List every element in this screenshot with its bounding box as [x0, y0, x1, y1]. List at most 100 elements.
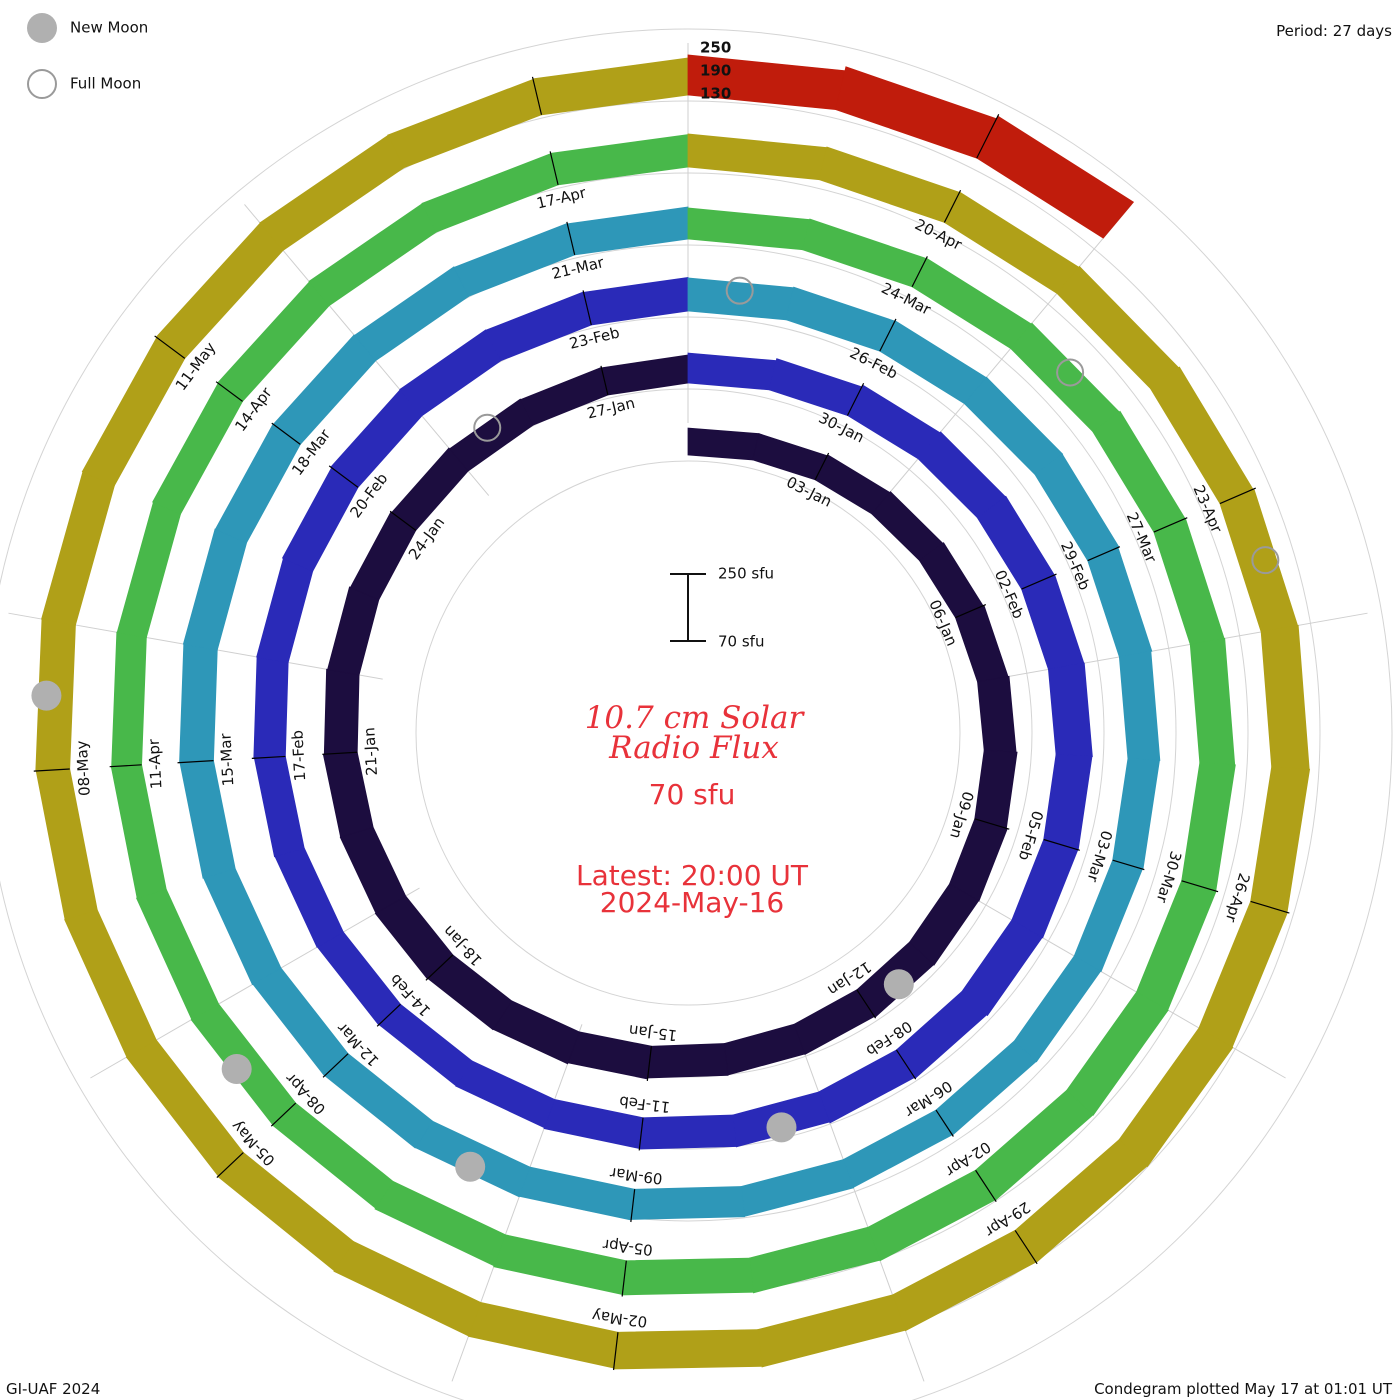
flux-day-segment — [977, 675, 1017, 753]
flux-day-segment — [1181, 762, 1236, 892]
flux-day-segment — [1189, 637, 1236, 766]
flux-day-segment — [583, 276, 689, 326]
day-tick — [976, 114, 1000, 159]
flux-day-segment — [353, 266, 470, 362]
chart-title-line1: 10.7 cm Solar — [585, 700, 806, 736]
chart-title-line2: Radio Flux — [608, 730, 779, 766]
flux-day-segment — [687, 352, 777, 391]
flux-day-segment — [1087, 546, 1153, 658]
flux-day-segment — [842, 1109, 953, 1189]
flux-day-segment — [256, 557, 314, 663]
flux-day-segment — [740, 1159, 855, 1217]
flux-day-segment — [1013, 955, 1102, 1063]
flux-day-segment — [41, 471, 115, 626]
flux-day-segment — [179, 643, 218, 764]
flux-day-segment — [871, 491, 944, 562]
flux-day-segment — [687, 207, 811, 251]
flux-day-segment — [387, 78, 542, 169]
new-moon-marker — [883, 969, 914, 1000]
day-tick — [1112, 859, 1145, 871]
flux-day-segment — [835, 66, 998, 159]
day-tick — [943, 189, 962, 223]
new-moon-marker — [766, 1112, 797, 1143]
new-moon-marker — [221, 1054, 252, 1085]
day-tick — [322, 1053, 349, 1078]
day-tick — [621, 1260, 627, 1297]
flux-day-segment — [768, 358, 863, 416]
day-tick — [531, 76, 543, 115]
day-tick — [154, 335, 186, 359]
flux-day-segment — [647, 1043, 729, 1079]
day-tick — [600, 365, 609, 396]
flux-day-segment — [135, 888, 220, 1021]
flux-day-segment — [613, 1329, 763, 1370]
day-tick — [270, 1102, 297, 1127]
flux-day-segment — [81, 336, 186, 487]
full-moon-marker — [1056, 358, 1085, 387]
day-tick — [322, 751, 358, 755]
flux-day-segment — [111, 631, 147, 767]
guide-circle — [415, 460, 961, 1006]
flux-day-segment — [274, 847, 344, 948]
day-tick — [1219, 487, 1257, 505]
flux-day-segment — [324, 1053, 434, 1149]
flux-day-segment — [955, 604, 1009, 683]
day-tick — [975, 1169, 997, 1202]
flux-day-segment — [323, 668, 360, 755]
flux-day-segment — [203, 868, 282, 986]
flux-day-segment — [802, 218, 927, 288]
day-tick — [109, 764, 142, 768]
date-label: 21-Jan — [360, 727, 381, 776]
day-tick — [612, 1332, 619, 1371]
flux-day-segment — [566, 206, 689, 256]
day-tick — [856, 989, 877, 1019]
flux-day-segment — [748, 1226, 881, 1294]
flux-day-segment — [152, 382, 244, 515]
flux-day-segment — [974, 749, 1018, 829]
flux-day-segment — [182, 528, 248, 651]
flux-day-segment — [785, 286, 896, 352]
flux-day-segment — [1198, 900, 1288, 1048]
scale-top-label: 250 sfu — [718, 565, 774, 583]
flux-day-segment — [1021, 574, 1085, 670]
flux-day-segment — [909, 883, 980, 966]
full-moon-icon — [27, 69, 57, 99]
ring-tick-130: 130 — [700, 85, 731, 103]
flux-bands — [33, 54, 1311, 1371]
flux-day-segment — [757, 1294, 906, 1368]
guide-circle — [0, 28, 1393, 1400]
scale-bottom-label: 70 sfu — [718, 633, 764, 651]
day-tick — [911, 256, 928, 288]
flux-day-segment — [272, 334, 377, 445]
day-tick — [1021, 573, 1057, 590]
flux-day-segment — [252, 967, 349, 1077]
flux-day-segment — [846, 384, 941, 460]
day-tick — [566, 221, 576, 256]
flux-day-segment — [963, 376, 1064, 476]
flux-day-segment — [818, 146, 961, 223]
flux-day-segment — [455, 1060, 556, 1129]
latest-date: 2024-May-16 — [600, 886, 785, 919]
flux-day-segment — [867, 1169, 996, 1262]
flux-day-segment — [1112, 758, 1160, 870]
flux-day-segment — [687, 133, 828, 181]
flux-day-segment — [1250, 766, 1311, 913]
day-tick — [33, 768, 70, 772]
day-tick — [895, 1049, 917, 1080]
date-label: 02-May — [591, 1307, 648, 1331]
flux-day-segment — [421, 153, 559, 233]
flux-day-segment — [752, 433, 828, 481]
new-moon-icon — [27, 13, 57, 43]
day-tick — [1181, 880, 1219, 893]
flux-day-segment — [1219, 488, 1299, 633]
day-tick — [879, 318, 897, 352]
flux-day-segment — [116, 501, 182, 638]
moon-markers — [31, 276, 1280, 1182]
full-moon-marker — [1251, 546, 1280, 575]
flux-day-segment — [1043, 754, 1093, 851]
flux-day-segment — [630, 1186, 745, 1220]
date-label: 15-Mar — [216, 732, 237, 787]
day-tick — [1014, 1230, 1038, 1265]
date-label: 17-Feb — [288, 730, 309, 782]
legend-new-moon-label: New Moon — [70, 19, 148, 37]
